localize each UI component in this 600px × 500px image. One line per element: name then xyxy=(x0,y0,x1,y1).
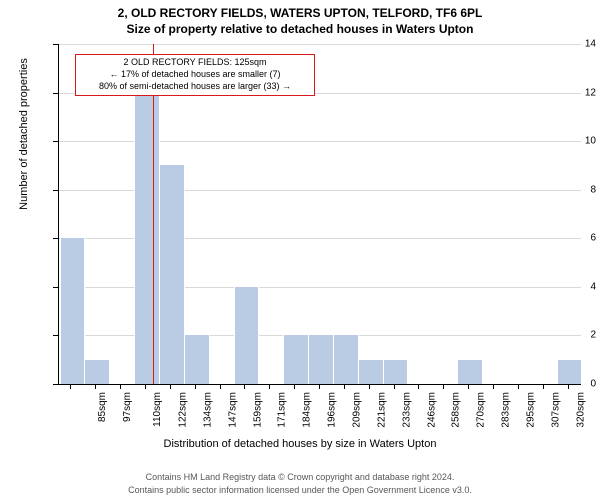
x-tick-label: 258sqm xyxy=(451,392,462,428)
x-tick-label: 110sqm xyxy=(152,392,163,427)
x-tick-mark xyxy=(70,384,71,389)
x-tick-label: 134sqm xyxy=(202,392,213,428)
x-tick-label: 295sqm xyxy=(526,392,537,428)
x-tick-label: 97sqm xyxy=(122,392,133,422)
y-tick-label: 10 xyxy=(544,136,596,147)
x-tick-mark xyxy=(319,384,320,389)
annotation-line: ← 17% of detached houses are smaller (7) xyxy=(78,68,312,80)
x-tick-mark xyxy=(170,384,171,389)
x-tick-label: 233sqm xyxy=(401,392,412,428)
x-tick-label: 221sqm xyxy=(376,392,387,428)
x-tick-mark xyxy=(220,384,221,389)
y-tick-label: 12 xyxy=(544,87,596,98)
y-tick-label: 4 xyxy=(544,281,596,292)
credits-line1: Contains HM Land Registry data © Crown c… xyxy=(0,472,600,482)
bar xyxy=(333,334,359,384)
y-tick-mark xyxy=(53,238,58,239)
x-tick-mark xyxy=(518,384,519,389)
y-tick-mark xyxy=(53,384,58,385)
x-tick-mark xyxy=(244,384,245,389)
bar xyxy=(283,334,309,384)
x-tick-mark xyxy=(443,384,444,389)
x-tick-label: 270sqm xyxy=(476,392,487,428)
bar xyxy=(383,359,409,384)
credits-line2: Contains public sector information licen… xyxy=(0,485,600,495)
x-tick-mark xyxy=(493,384,494,389)
x-tick-label: 283sqm xyxy=(501,392,512,428)
x-tick-mark xyxy=(269,384,270,389)
bar xyxy=(134,67,160,384)
x-tick-mark xyxy=(543,384,544,389)
y-tick-label: 14 xyxy=(544,39,596,50)
x-tick-label: 184sqm xyxy=(302,392,313,428)
x-tick-label: 307sqm xyxy=(550,392,561,428)
chart-title-line1: 2, OLD RECTORY FIELDS, WATERS UPTON, TEL… xyxy=(0,6,600,20)
bar xyxy=(457,359,483,384)
x-tick-label: 196sqm xyxy=(327,392,338,428)
x-tick-mark xyxy=(394,384,395,389)
bar xyxy=(159,164,185,384)
x-tick-label: 85sqm xyxy=(97,392,108,422)
x-tick-label: 171sqm xyxy=(277,392,288,428)
y-tick-mark xyxy=(53,190,58,191)
x-tick-mark xyxy=(120,384,121,389)
chart-title-line2: Size of property relative to detached ho… xyxy=(0,22,600,36)
bar xyxy=(308,334,334,384)
y-tick-mark xyxy=(53,287,58,288)
y-tick-mark xyxy=(53,141,58,142)
y-axis-label: Number of detached properties xyxy=(18,0,30,304)
x-axis-label: Distribution of detached houses by size … xyxy=(0,438,600,450)
y-tick-mark xyxy=(53,44,58,45)
x-tick-mark xyxy=(418,384,419,389)
x-tick-mark xyxy=(468,384,469,389)
x-tick-mark xyxy=(95,384,96,389)
annotation-line: 80% of semi-detached houses are larger (… xyxy=(78,80,312,92)
y-tick-label: 6 xyxy=(544,233,596,244)
x-tick-label: 147sqm xyxy=(227,392,238,428)
gridline xyxy=(59,44,581,45)
x-tick-label: 246sqm xyxy=(426,392,437,428)
x-tick-label: 159sqm xyxy=(252,392,263,428)
annotation-line: 2 OLD RECTORY FIELDS: 125sqm xyxy=(78,56,312,68)
annotation-box: 2 OLD RECTORY FIELDS: 125sqm← 17% of det… xyxy=(75,54,315,96)
x-tick-mark xyxy=(344,384,345,389)
x-tick-label: 209sqm xyxy=(352,392,363,428)
bar xyxy=(184,334,210,384)
x-tick-mark xyxy=(294,384,295,389)
bar xyxy=(84,359,110,384)
x-tick-label: 122sqm xyxy=(178,392,189,428)
y-tick-label: 8 xyxy=(544,184,596,195)
bar xyxy=(358,359,384,384)
y-tick-label: 0 xyxy=(544,379,596,390)
y-tick-mark xyxy=(53,93,58,94)
x-tick-mark xyxy=(195,384,196,389)
x-tick-mark xyxy=(369,384,370,389)
bar xyxy=(60,237,86,384)
x-tick-mark xyxy=(145,384,146,389)
bar xyxy=(234,286,260,384)
y-tick-mark xyxy=(53,335,58,336)
x-tick-label: 320sqm xyxy=(575,392,586,428)
x-tick-mark xyxy=(568,384,569,389)
y-tick-label: 2 xyxy=(544,330,596,341)
